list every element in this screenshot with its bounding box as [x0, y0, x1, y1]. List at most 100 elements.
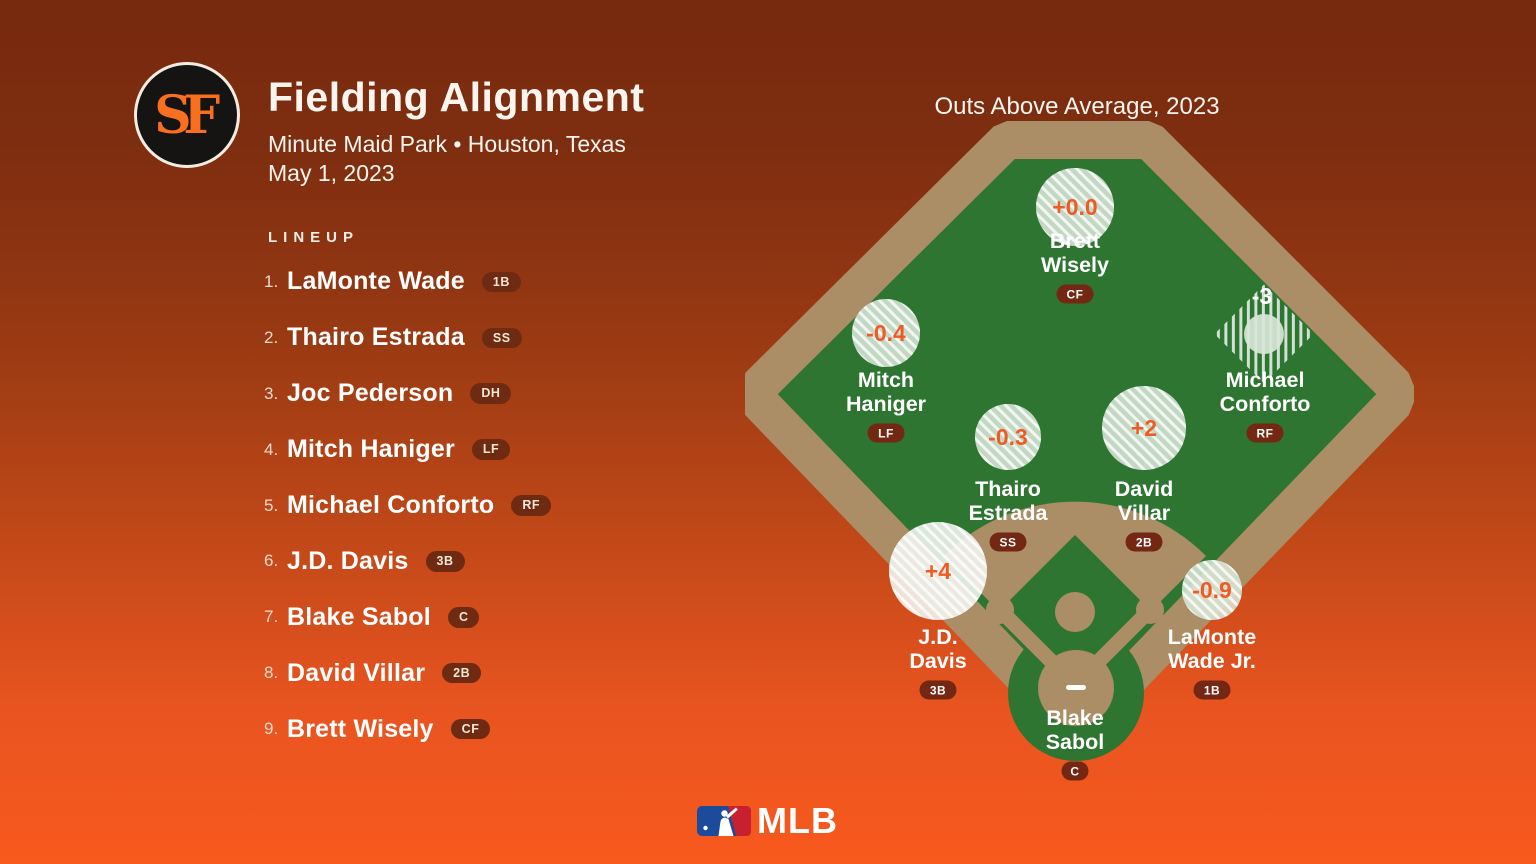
team-logo-letters: SF	[154, 84, 220, 146]
lineup-player-name: Michael Conforto	[287, 491, 495, 519]
fielder-position-label: C	[1070, 765, 1079, 779]
oaa-marker	[1244, 314, 1284, 354]
mlb-logo-mark	[697, 806, 751, 836]
oaa-marker-hatch	[975, 404, 1041, 470]
fielder-name: Villar	[1118, 501, 1171, 525]
mlb-logo: MLB	[697, 800, 838, 842]
fielder-position-badge	[989, 532, 1027, 552]
lineup-row: 5. Michael Conforto RF	[264, 478, 552, 534]
lineup-player-name: Mitch Haniger	[287, 435, 455, 464]
lineup-row: 3. Joc Pederson DH	[264, 366, 551, 422]
lineup-row: 4. Mitch Haniger LF	[264, 422, 551, 478]
fielder-position-label: 2B	[1136, 536, 1152, 550]
fielder-name: Michael	[1226, 368, 1305, 392]
oaa-marker-hatch	[1102, 386, 1186, 470]
lineup-row: 1. LaMonte Wade 1B	[264, 254, 551, 310]
lineup-row: 2. Thairo Estrada SS	[264, 310, 551, 366]
fielder-position-label: 3B	[930, 684, 946, 698]
fielder-name: Mitch	[858, 368, 914, 392]
lineup-row: 9. Brett Wisely CF	[264, 701, 551, 757]
lineup-order: 9.	[264, 719, 279, 739]
oaa-value: -0.4	[866, 320, 906, 346]
fielder-name: Brett	[1050, 229, 1100, 253]
team-logo: SF	[134, 62, 240, 168]
lineup-player-name: LaMonte Wade	[287, 267, 465, 296]
lineup-position-badge: C	[447, 607, 480, 628]
lineup-player-name: Brett Wisely	[287, 714, 434, 743]
lineup-player-name: Joc Pederson	[287, 379, 454, 408]
date-text: May 1, 2023	[268, 160, 395, 186]
lineup-position-badge: 3B	[425, 551, 465, 572]
fielder-position-badge	[1125, 532, 1163, 552]
fielder-position-badge	[1056, 284, 1094, 304]
fielder-position-label: LF	[878, 427, 894, 441]
oaa-marker-hatch	[889, 522, 987, 620]
lineup-player-name: David Villar	[287, 658, 426, 687]
lineup-label: LINEUP	[268, 229, 360, 246]
fielder-name: Blake	[1046, 706, 1103, 730]
lineup-row: 8. David Villar 2B	[264, 645, 551, 701]
lineup-order: 7.	[264, 607, 279, 627]
fielder-name: Sabol	[1046, 730, 1105, 754]
field-title: Outs Above Average, 2023	[934, 93, 1220, 120]
lineup-position-badge: SS	[481, 327, 522, 349]
fielder-name: J.D.	[918, 625, 957, 649]
page-title: Fielding Alignment	[268, 74, 645, 120]
oaa-value: -3	[1252, 283, 1272, 309]
fielder-position-badge	[1246, 423, 1284, 443]
lineup-position-badge: DH	[470, 383, 512, 404]
fielder-position-badge	[1061, 761, 1089, 781]
pitchers-mound	[1055, 592, 1095, 632]
oaa-value: -0.3	[988, 424, 1028, 450]
lineup-order: 3.	[264, 383, 279, 403]
fielder-position-badge	[1193, 680, 1231, 700]
lineup-row: 6. J.D. Davis 3B	[264, 533, 551, 589]
lineup-player-name: J.D. Davis	[287, 546, 409, 575]
home-plate	[1066, 685, 1086, 690]
fielder-name: Conforto	[1220, 392, 1311, 416]
lineup-order: 5.	[264, 495, 279, 515]
lineup-order: 4.	[264, 439, 279, 459]
fielder-name: Haniger	[846, 392, 927, 416]
oaa-value: +0.0	[1052, 194, 1097, 220]
fielder-position-label: RF	[1257, 427, 1274, 441]
lineup-position-badge: 2B	[442, 662, 482, 684]
field-outline	[745, 121, 1414, 746]
lineup-order: 8.	[264, 663, 279, 683]
lineup-row: 7. Blake Sabol C	[264, 589, 551, 645]
fielder-name: Thairo	[975, 477, 1041, 501]
fielder-name: David	[1115, 477, 1174, 501]
fielder-position-label: CF	[1067, 288, 1084, 302]
fielder-name: Wade Jr.	[1168, 649, 1256, 673]
lineup-order: 6.	[264, 551, 279, 571]
fielder-position-label: SS	[999, 536, 1016, 550]
mlb-wordmark: MLB	[757, 800, 838, 841]
oaa-value: +4	[925, 558, 951, 584]
fielder-name: LaMonte	[1168, 625, 1256, 649]
lineup-order: 1.	[264, 271, 279, 291]
lineup-position-badge: RF	[511, 495, 552, 516]
fielder-position-label: 1B	[1204, 684, 1220, 698]
lineup-player-name: Blake Sabol	[287, 602, 431, 631]
fielder-name: Estrada	[969, 501, 1049, 525]
third-base	[986, 596, 1014, 624]
venue-text: Minute Maid Park • Houston, Texas	[268, 131, 626, 157]
lineup-position-badge: CF	[450, 718, 491, 740]
oaa-value: +2	[1131, 415, 1157, 441]
oaa-value: -0.9	[1192, 577, 1232, 603]
lineup-position-badge: LF	[471, 439, 511, 460]
oaa-marker-hatch	[852, 299, 920, 367]
fielder-position-badge	[867, 423, 905, 443]
fielder-3b: +4 J.D.Davis 3B	[889, 522, 987, 700]
fielder-name: Davis	[909, 649, 966, 673]
lineup-order: 2.	[264, 327, 279, 347]
lineup-list: 1. LaMonte Wade 1B 2. Thairo Estrada SS 3. Joc …	[264, 254, 552, 757]
oaa-marker-hatch	[1182, 560, 1242, 620]
